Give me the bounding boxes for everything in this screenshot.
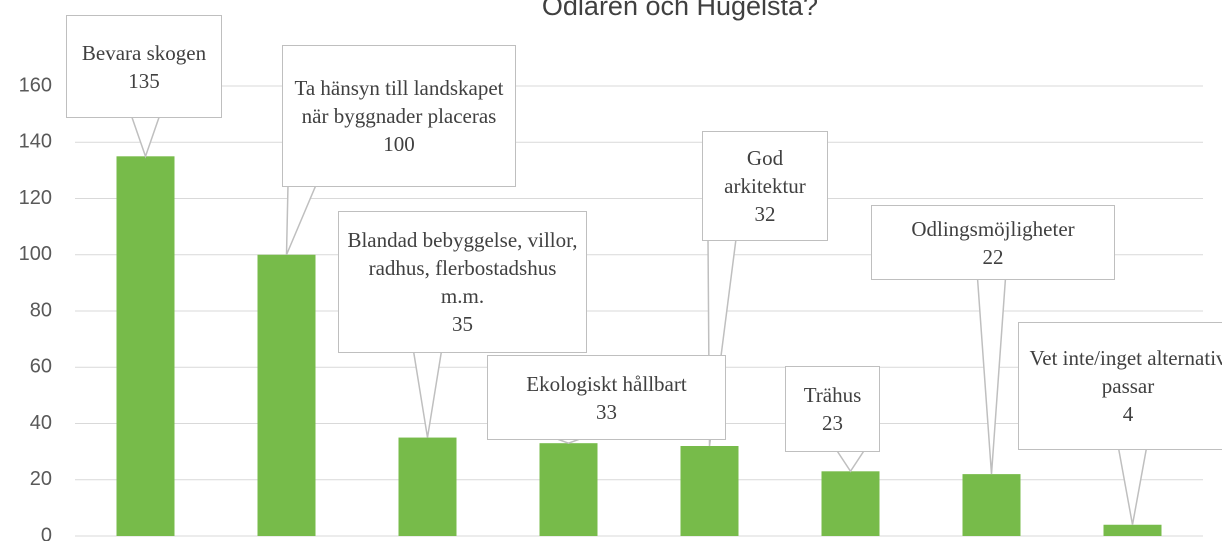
value-label: 35 — [452, 312, 473, 336]
bar — [962, 474, 1021, 536]
y-tick-label: 40 — [30, 412, 52, 434]
value-label: 4 — [1122, 402, 1134, 426]
y-tick-label: 20 — [30, 468, 52, 490]
callout-pointer — [1117, 447, 1148, 525]
callout: Blandad bebyggelse, villor, radhus, fler… — [338, 211, 587, 353]
y-tick-label: 120 — [19, 187, 52, 209]
chart-title: Odlaren och Hugelsta? — [542, 0, 818, 21]
callout-pointer — [412, 350, 443, 438]
category-label: Ekologiskt hållbart — [526, 371, 687, 396]
bar — [1103, 524, 1162, 536]
y-tick-label: 60 — [30, 356, 52, 378]
callout: Vet inte/inget alternativ passar 4 — [1018, 322, 1222, 450]
callout: Trähus 23 — [785, 366, 880, 452]
bar — [116, 156, 175, 536]
value-label: 135 — [128, 68, 160, 93]
bar — [821, 471, 880, 536]
y-tick-label: 160 — [19, 74, 52, 96]
callout-pointer — [285, 184, 318, 256]
y-tick-label: 80 — [30, 299, 52, 321]
callout: God arkitektur 32 — [702, 131, 828, 241]
value-label: 22 — [982, 244, 1004, 269]
y-tick-label: 140 — [19, 131, 52, 153]
category-label: Ta hänsyn till landskapet när byggnader … — [294, 76, 504, 128]
callout: Ta hänsyn till landskapet när byggnader … — [282, 45, 516, 187]
callout-pointer — [130, 115, 161, 159]
category-label: God arkitektur — [724, 146, 806, 198]
value-label: 100 — [383, 132, 415, 156]
bar — [539, 443, 598, 536]
value-label: 23 — [822, 411, 843, 435]
callout: Ekologiskt hållbart 33 — [487, 355, 726, 440]
y-tick-label: 100 — [19, 243, 52, 265]
category-label: Trähus — [803, 383, 862, 407]
category-label: Bevara skogen — [81, 40, 207, 65]
callout-pointer — [976, 277, 1007, 475]
category-label: Blandad bebyggelse, villor, radhus, fler… — [347, 228, 578, 308]
category-label: Vet inte/inget alternativ passar — [1029, 346, 1222, 398]
value-label: 32 — [754, 202, 776, 226]
bar — [680, 446, 739, 536]
y-tick-label: 0 — [41, 524, 52, 541]
callout-pointer — [835, 449, 866, 473]
callout: Bevara skogen 135 — [66, 15, 222, 118]
value-label: 33 — [596, 399, 617, 424]
callout: Odlingsmöjligheter 22 — [871, 205, 1115, 280]
bar — [257, 254, 316, 536]
category-label: Odlingsmöjligheter — [911, 216, 1075, 241]
bar — [398, 437, 457, 536]
